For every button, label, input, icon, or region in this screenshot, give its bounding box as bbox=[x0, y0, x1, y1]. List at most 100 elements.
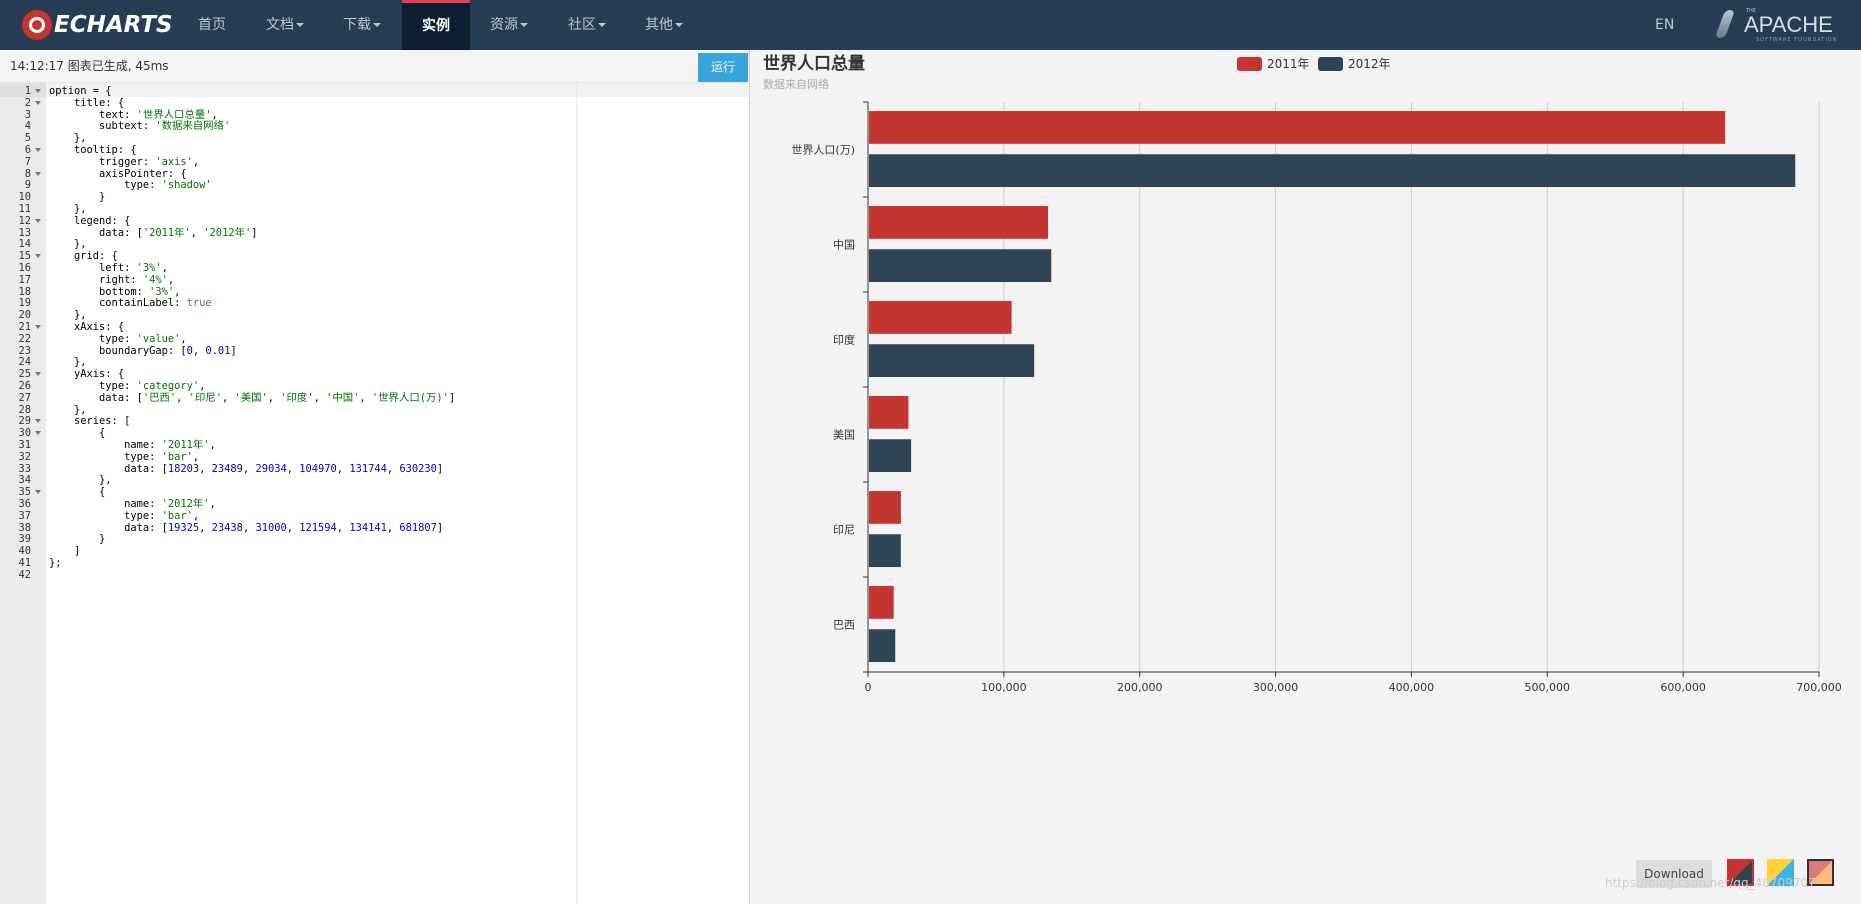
nav-resources[interactable]: 资源 bbox=[477, 0, 541, 50]
print-margin bbox=[576, 83, 577, 904]
nav-download-label: 下载 bbox=[343, 17, 371, 33]
code-text: right: '4%', bbox=[49, 273, 175, 286]
theme-dark-icon[interactable] bbox=[1807, 859, 1834, 886]
code-text: data: ['2011年', '2012年'] bbox=[49, 226, 258, 239]
nav-docs-label: 文档 bbox=[266, 17, 294, 33]
code-text: }, bbox=[49, 474, 112, 487]
theme-default-icon[interactable] bbox=[1727, 859, 1754, 886]
y-tick-label: 印度 bbox=[833, 333, 855, 347]
x-tick-label: 200,000 bbox=[1117, 681, 1163, 694]
language-switch[interactable]: EN bbox=[1655, 17, 1675, 33]
code-line: 34 }, bbox=[0, 473, 749, 487]
apache-logo[interactable]: THE APACHE SOFTWARE FOUNDATION bbox=[1714, 8, 1845, 44]
fold-arrow-icon[interactable] bbox=[35, 148, 41, 152]
code-line: 3 text: '世界人口总量', bbox=[0, 108, 749, 122]
download-button[interactable]: Download bbox=[1636, 860, 1712, 888]
code-line: 18 bottom: '3%', bbox=[0, 285, 749, 299]
line-number: 24 bbox=[18, 356, 31, 369]
chart-title: 世界人口总量 bbox=[763, 53, 865, 74]
chart-panel: 世界人口总量 数据来自网络 2011年 2012年 0 100,000 200,000 300… bbox=[750, 50, 1861, 904]
line-number: 15 bbox=[18, 250, 31, 263]
theme-light-icon[interactable] bbox=[1767, 859, 1794, 886]
fold-arrow-icon[interactable] bbox=[35, 89, 41, 93]
nav-community[interactable]: 社区 bbox=[555, 0, 619, 50]
nav-other-label: 其他 bbox=[645, 17, 673, 33]
code-text: data: ['巴西', '印尼', '美国', '印度', '中国', '世界… bbox=[49, 391, 456, 404]
code-text: legend: { bbox=[49, 214, 131, 227]
code-line: 28 }, bbox=[0, 403, 749, 417]
x-tick-label: 500,000 bbox=[1525, 681, 1571, 694]
line-number: 10 bbox=[18, 191, 31, 204]
x-tick-label: 700,000 bbox=[1796, 681, 1842, 694]
echarts-logo-icon bbox=[22, 10, 52, 40]
y-tick-label: 美国 bbox=[833, 429, 855, 442]
code-line: 32 type: 'bar', bbox=[0, 450, 749, 464]
fold-arrow-icon[interactable] bbox=[35, 100, 41, 105]
code-text: bottom: '3%', bbox=[49, 285, 181, 298]
nav-resources-label: 资源 bbox=[490, 17, 518, 33]
code-line: 8 axisPointer: { bbox=[0, 167, 749, 181]
bar bbox=[869, 629, 896, 663]
fold-arrow-icon[interactable] bbox=[35, 419, 41, 424]
fold-arrow-icon[interactable] bbox=[35, 325, 41, 329]
echarts-logo[interactable]: ECHARTS bbox=[22, 9, 173, 41]
bar bbox=[869, 439, 912, 473]
chevron-down-icon bbox=[373, 23, 381, 27]
line-number: 7 bbox=[24, 155, 31, 168]
code-text: series: [ bbox=[49, 415, 131, 428]
code-editor[interactable]: 1 option = {2 title: {3 text: '世界人口总量', 4 … bbox=[0, 83, 749, 904]
code-line: 26 type: 'category', bbox=[0, 379, 749, 393]
fold-arrow-icon[interactable] bbox=[35, 171, 41, 176]
panel-divider[interactable] bbox=[749, 50, 750, 904]
bar bbox=[869, 111, 1726, 144]
code-text: axisPointer: { bbox=[49, 167, 187, 180]
y-tick-label: 世界人口(万) bbox=[791, 144, 855, 157]
code-text: }, bbox=[49, 309, 87, 322]
fold-arrow-icon[interactable] bbox=[35, 431, 41, 436]
code-line: 6 tooltip: { bbox=[0, 143, 749, 157]
nav-examples[interactable]: 实例 bbox=[402, 0, 470, 50]
legend-label: 2011年 bbox=[1267, 57, 1310, 71]
line-number: 22 bbox=[18, 332, 31, 345]
code-line: 16 left: '3%', bbox=[0, 261, 749, 275]
fold-arrow-icon[interactable] bbox=[35, 254, 41, 259]
nav-other[interactable]: 其他 bbox=[632, 0, 696, 50]
fold-arrow-icon[interactable] bbox=[35, 490, 41, 495]
x-tick-label: 300,000 bbox=[1253, 681, 1299, 694]
line-number: 6 bbox=[24, 144, 31, 156]
code-text: }, bbox=[49, 203, 87, 215]
line-number: 20 bbox=[18, 309, 31, 322]
fold-arrow-icon[interactable] bbox=[35, 372, 41, 377]
run-button[interactable]: 运行 bbox=[698, 53, 748, 82]
code-line: 35 { bbox=[0, 485, 749, 499]
code-text: containLabel: true bbox=[49, 297, 212, 310]
code-text: subtext: '数据来自网络' bbox=[49, 120, 231, 133]
line-number: 33 bbox=[18, 462, 31, 475]
bar bbox=[869, 249, 1052, 283]
code-line: 20 }, bbox=[0, 308, 749, 322]
code-line: 5 }, bbox=[0, 131, 749, 145]
code-text: type: 'value', bbox=[49, 332, 187, 345]
code-line: 10 } bbox=[0, 190, 749, 204]
nav-home[interactable]: 首页 bbox=[198, 17, 226, 33]
code-text: { bbox=[49, 427, 106, 440]
nav-download[interactable]: 下载 bbox=[330, 0, 394, 50]
line-number: 3 bbox=[24, 108, 31, 121]
code-text: type: 'bar', bbox=[49, 450, 200, 463]
apache-word: APACHE bbox=[1744, 12, 1833, 37]
x-tick-label: 600,000 bbox=[1660, 681, 1706, 694]
fold-arrow-icon[interactable] bbox=[35, 218, 41, 223]
y-tick-label: 中国 bbox=[833, 239, 855, 252]
line-number: 28 bbox=[18, 403, 31, 416]
line-number: 27 bbox=[18, 391, 31, 404]
line-number: 12 bbox=[18, 214, 31, 227]
nav-docs[interactable]: 文档 bbox=[253, 0, 317, 50]
code-text: type: 'category', bbox=[49, 380, 206, 392]
code-text: name: '2011年', bbox=[49, 439, 216, 451]
chevron-down-icon bbox=[520, 23, 528, 27]
bar bbox=[869, 301, 1012, 334]
code-text: }, bbox=[49, 132, 87, 145]
status-text: 14:12:17 图表已生成, 45ms bbox=[10, 59, 169, 73]
code-area[interactable] bbox=[46, 83, 749, 904]
